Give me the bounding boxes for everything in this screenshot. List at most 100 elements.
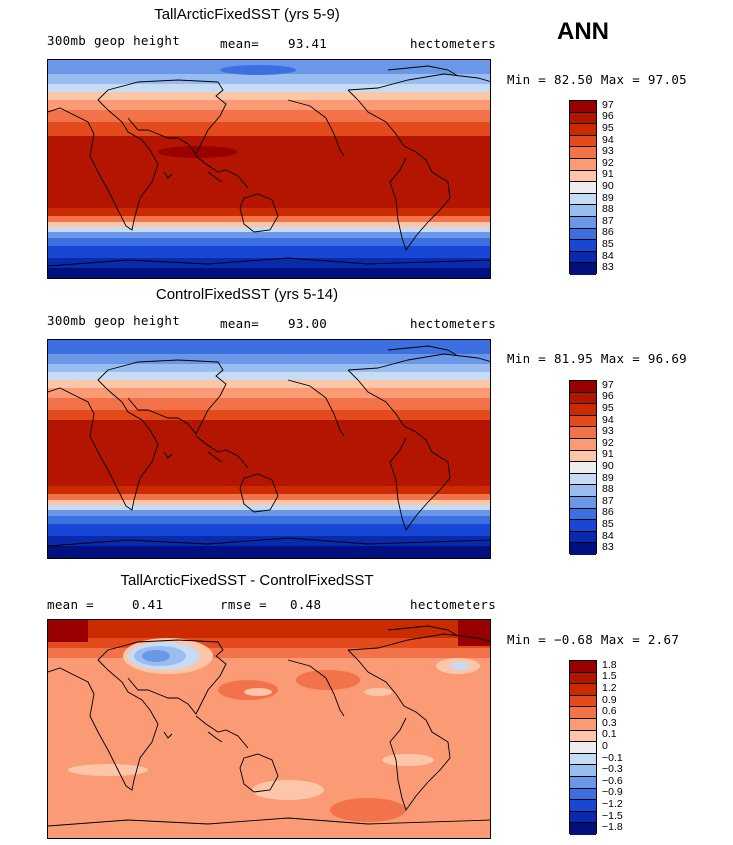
colorbar-tick-label: 0.9 <box>602 693 617 706</box>
colorbar-swatch <box>570 415 596 428</box>
colorbar-tick-label: 88 <box>602 203 614 216</box>
colorbar-tick-label: 97 <box>602 378 614 391</box>
panel-1-title: TallArcticFixedSST (yrs 5-9) <box>154 6 340 23</box>
colorbar-swatch <box>570 205 596 217</box>
colorbar-tick-label: −0.6 <box>602 774 623 787</box>
colorbar-tick-label: 89 <box>602 471 614 484</box>
colorbar-swatch <box>570 753 596 766</box>
panel-1-colorbar <box>569 100 597 275</box>
colorbar-swatch <box>570 135 596 148</box>
colorbar-tick-label: −0.9 <box>602 786 623 799</box>
colorbar-tick-label: 0.3 <box>602 716 617 729</box>
colorbar-swatch <box>570 193 596 206</box>
colorbar-tick-label: −1.5 <box>602 809 623 822</box>
panel-3-rmse-value: 0.48 <box>290 597 322 612</box>
colorbar-tick-label: 87 <box>602 214 614 227</box>
colorbar-tick-label: 0 <box>602 740 608 752</box>
colorbar-tick-label: 94 <box>602 133 614 146</box>
panel-3-colorbar <box>569 660 597 835</box>
colorbar-tick-label: 0.6 <box>602 705 617 718</box>
panel-2-map <box>47 339 491 559</box>
colorbar-tick-label: 86 <box>602 506 614 519</box>
panel-1-variable-label: 300mb geop height <box>47 33 181 48</box>
colorbar-swatch <box>570 707 596 719</box>
colorbar-tick-label: 93 <box>602 145 614 158</box>
colorbar-swatch <box>570 695 596 708</box>
colorbar-swatch <box>570 765 596 777</box>
colorbar-swatch <box>570 228 596 241</box>
panel-1-minmax: Min = 82.50 Max = 97.05 <box>507 72 687 87</box>
colorbar-swatch <box>570 147 596 159</box>
colorbar-tick-label: 89 <box>602 191 614 204</box>
colorbar-swatch <box>570 381 596 393</box>
colorbar-tick-label: 1.5 <box>602 670 617 683</box>
panel-1-mean-value: 93.41 <box>288 36 328 51</box>
colorbar-tick-label: 0.1 <box>602 728 617 741</box>
colorbar-swatch <box>570 508 596 521</box>
colorbar-swatch <box>570 811 596 824</box>
colorbar-tick-label: 88 <box>602 483 614 496</box>
colorbar-swatch <box>570 473 596 486</box>
panel-1-map <box>47 59 491 279</box>
colorbar-tick-label: 97 <box>602 98 614 111</box>
colorbar-tick-label: −0.3 <box>602 763 623 776</box>
colorbar-swatch <box>570 520 596 532</box>
panel-3-rmse-label: rmse = <box>220 597 267 612</box>
colorbar-tick-label: 83 <box>602 261 614 274</box>
colorbar-swatch <box>570 101 596 113</box>
colorbar-swatch <box>570 543 596 555</box>
colorbar-tick-label: 96 <box>602 390 614 403</box>
colorbar-swatch <box>570 450 596 463</box>
colorbar-swatch <box>570 800 596 812</box>
colorbar-swatch <box>570 823 596 835</box>
colorbar-swatch <box>570 496 596 509</box>
colorbar-tick-label: 84 <box>602 529 614 542</box>
colorbar-swatch <box>570 263 596 275</box>
panel-3-mean-value: 0.41 <box>132 597 164 612</box>
colorbar-tick-label: 85 <box>602 518 614 530</box>
panel-1-units: hectometers <box>410 36 497 51</box>
colorbar-swatch <box>570 672 596 685</box>
colorbar-swatch <box>570 438 596 451</box>
panel-2-variable-label: 300mb geop height <box>47 313 181 328</box>
colorbar-swatch <box>570 531 596 544</box>
colorbar-tick-label: −1.2 <box>602 798 623 810</box>
panel-3-title: TallArcticFixedSST - ControlFixedSST <box>120 572 374 589</box>
panel-2-colorbar <box>569 380 597 555</box>
colorbar-swatch <box>570 170 596 183</box>
colorbar-swatch <box>570 392 596 405</box>
colorbar-swatch <box>570 718 596 731</box>
colorbar-tick-label: 92 <box>602 156 614 169</box>
colorbar-tick-label: 84 <box>602 249 614 262</box>
colorbar-tick-label: 93 <box>602 425 614 438</box>
colorbar-tick-label: 96 <box>602 110 614 123</box>
panel-3-map <box>47 619 491 839</box>
colorbar-tick-label: 85 <box>602 238 614 250</box>
colorbar-swatch <box>570 124 596 136</box>
colorbar-swatch <box>570 462 596 474</box>
colorbar-tick-label: 83 <box>602 541 614 554</box>
colorbar-swatch <box>570 404 596 416</box>
panel-2-mean-label: mean= <box>220 316 260 331</box>
colorbar-swatch <box>570 182 596 194</box>
colorbar-tick-label: 1.2 <box>602 682 617 694</box>
colorbar-tick-label: 86 <box>602 226 614 239</box>
panel-3-units: hectometers <box>410 597 497 612</box>
colorbar-swatch <box>570 742 596 754</box>
colorbar-tick-label: 90 <box>602 460 614 472</box>
colorbar-swatch <box>570 427 596 439</box>
panel-3-mean-label: mean = <box>47 597 94 612</box>
colorbar-tick-label: 91 <box>602 448 614 461</box>
colorbar-tick-label: 92 <box>602 436 614 449</box>
colorbar-tick-label: 87 <box>602 494 614 507</box>
panel-1-mean-label: mean= <box>220 36 260 51</box>
colorbar-swatch <box>570 684 596 696</box>
colorbar-tick-label: 95 <box>602 122 614 134</box>
colorbar-tick-label: 1.8 <box>602 658 617 671</box>
season-label: ANN <box>557 18 609 45</box>
panel-2-units: hectometers <box>410 316 497 331</box>
colorbar-swatch <box>570 251 596 264</box>
colorbar-swatch <box>570 216 596 229</box>
colorbar-tick-label: 94 <box>602 413 614 426</box>
panel-2-mean-value: 93.00 <box>288 316 328 331</box>
